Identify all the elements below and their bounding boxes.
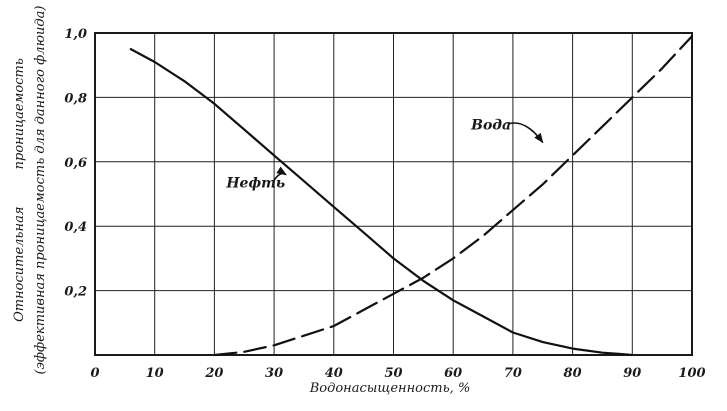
series-line-0 — [129, 48, 634, 357]
x-tick-label: 80 — [564, 366, 582, 381]
y-tick-label: 0,6 — [64, 156, 87, 171]
x-tick-label: 0 — [90, 366, 99, 381]
y-tick-label: 1,0 — [64, 27, 87, 42]
y-tick-label: 0,8 — [64, 91, 87, 106]
y-tick-label: 0,2 — [64, 285, 87, 300]
x-tick-label: 10 — [146, 366, 164, 381]
annotation-arrow-0 — [272, 166, 287, 182]
x-tick-label: 50 — [384, 366, 402, 381]
annotation-arrow-1 — [509, 122, 544, 144]
grid — [95, 33, 692, 355]
x-tick-label: 30 — [265, 366, 283, 381]
y-axis-label-line-1: Относительная проницаемость — [12, 58, 27, 322]
plot-frame — [94, 32, 693, 356]
x-tick-label: 90 — [623, 366, 641, 381]
annotations: Нефть Вода — [225, 118, 544, 192]
x-axis-ticks: 0 10 20 30 40 50 60 70 80 90 100 — [90, 366, 705, 381]
y-tick-label: 0,4 — [64, 220, 87, 235]
x-tick-label: 70 — [504, 366, 522, 381]
y-axis-ticks: 0,2 0,4 0,6 0,8 1,0 — [64, 27, 87, 300]
x-tick-label: 20 — [204, 366, 223, 381]
x-tick-label: 40 — [325, 366, 343, 381]
x-axis-label: Водонасыщенность, % — [309, 381, 471, 396]
series-layer — [129, 35, 694, 357]
x-tick-label: 100 — [678, 366, 705, 381]
series-line-1 — [213, 35, 694, 357]
x-tick-label: 60 — [444, 366, 462, 381]
y-axis-label-line-2: (эффективная проницаемость для данного ф… — [33, 6, 48, 375]
annotation-label-1: Вода — [470, 118, 511, 134]
annotation-label-0: Нефть — [225, 176, 285, 192]
